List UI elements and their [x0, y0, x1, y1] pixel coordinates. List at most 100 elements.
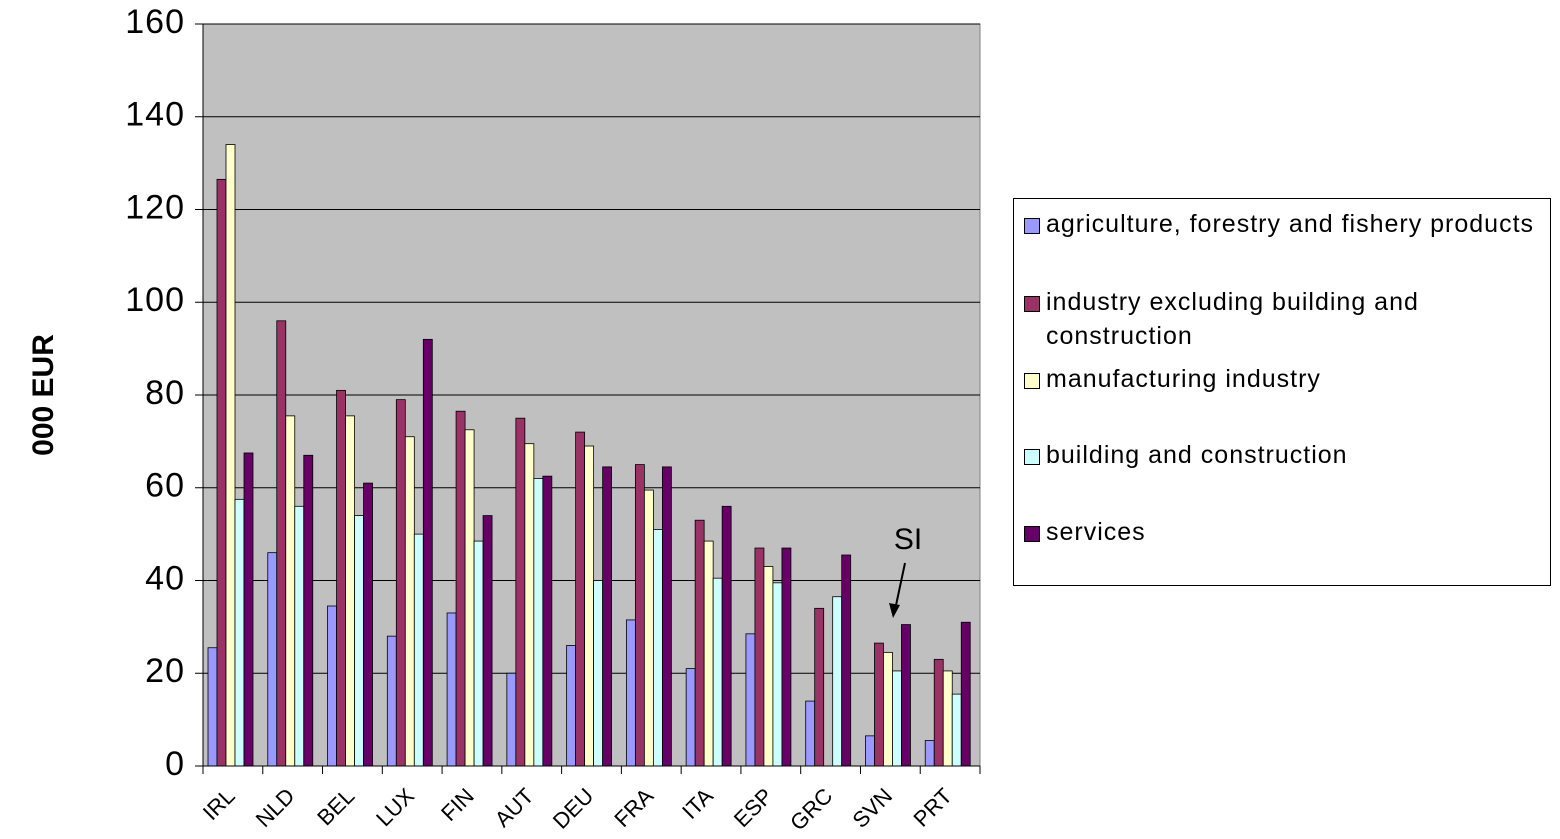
- x-tick-label: ITA: [677, 783, 718, 824]
- bar: [754, 547, 765, 767]
- y-axis-label: 000 EUR: [27, 334, 60, 456]
- y-tick-label: 40: [145, 559, 185, 597]
- bar: [865, 735, 875, 767]
- bar: [745, 633, 756, 767]
- legend: agriculture, forestry and fishery produc…: [1013, 198, 1551, 586]
- bar: [464, 429, 475, 767]
- y-tick-label: 80: [145, 374, 185, 412]
- bar: [781, 547, 792, 767]
- bar: [625, 619, 636, 767]
- x-tick-label: PRT: [908, 783, 957, 832]
- y-tick-label: 120: [125, 188, 185, 226]
- legend-label: building and construction: [1046, 441, 1348, 469]
- bar: [345, 415, 355, 767]
- legend-item: manufacturing industry: [1024, 362, 1560, 396]
- bar: [303, 454, 314, 767]
- bar: [446, 612, 457, 767]
- bar: [593, 580, 604, 767]
- bar: [225, 144, 236, 767]
- y-tick-label: 140: [125, 96, 185, 134]
- bar: [515, 417, 526, 767]
- legend-item: industry excluding building and construc…: [1024, 285, 1560, 353]
- y-tick-label: 160: [125, 3, 185, 41]
- bar: [772, 582, 783, 767]
- bar: [294, 505, 305, 767]
- bar: [354, 515, 364, 767]
- bar: [386, 635, 397, 767]
- bar: [455, 410, 466, 767]
- x-tick-label: SVN: [848, 783, 898, 833]
- y-tick-label: 100: [125, 281, 185, 319]
- bar: [395, 399, 406, 767]
- bar: [643, 489, 654, 767]
- bar: [566, 645, 577, 767]
- bar: [685, 668, 696, 767]
- bar: [933, 658, 944, 767]
- legend-item: services: [1024, 515, 1560, 549]
- bar: [336, 389, 346, 767]
- bar: [533, 478, 544, 767]
- bar: [841, 554, 852, 767]
- annotation-arrow: [894, 562, 906, 611]
- y-tick-label: 60: [145, 467, 185, 505]
- bar: [575, 431, 586, 767]
- bar: [234, 498, 245, 767]
- bar: [482, 515, 493, 767]
- bar: [712, 577, 723, 767]
- bar: [901, 624, 911, 767]
- bar: [363, 482, 373, 767]
- legend-swatch: [1024, 449, 1040, 465]
- legend-label: agriculture, forestry and fishery produc…: [1046, 210, 1535, 238]
- legend-swatch: [1024, 218, 1040, 234]
- x-tick-label: BEL: [312, 783, 359, 830]
- bar: [542, 475, 553, 767]
- bar: [506, 672, 517, 767]
- bar: [422, 338, 433, 767]
- bar: [814, 607, 825, 767]
- legend-label: services: [1046, 518, 1146, 546]
- bar: [951, 693, 962, 767]
- bar: [413, 533, 424, 767]
- bar: [721, 505, 732, 767]
- bar: [661, 466, 672, 767]
- bar: [703, 540, 714, 767]
- x-tick-label: DEU: [548, 783, 599, 834]
- legend-item: agriculture, forestry and fishery produc…: [1024, 207, 1560, 241]
- bar: [805, 700, 816, 767]
- bar: [216, 178, 227, 767]
- x-tick-label: FIN: [436, 783, 479, 826]
- bar: [634, 464, 645, 767]
- bar: [584, 445, 595, 767]
- bar: [285, 415, 296, 767]
- legend-swatch: [1024, 526, 1040, 542]
- bar: [404, 436, 415, 767]
- legend-swatch: [1024, 373, 1040, 389]
- x-tick-label: IRL: [198, 783, 240, 825]
- bar: [832, 596, 843, 767]
- bar: [942, 670, 953, 767]
- legend-item: building and construction: [1024, 438, 1560, 472]
- bar: [207, 647, 218, 767]
- bar: [652, 529, 663, 767]
- bar: [874, 642, 884, 767]
- y-tick-label: 0: [165, 745, 185, 783]
- bar: [276, 320, 287, 767]
- x-tick-label: GRC: [785, 783, 837, 835]
- annotation-arrowhead: [889, 603, 900, 618]
- y-tick-label: 20: [145, 652, 185, 690]
- bar: [892, 670, 902, 767]
- legend-label: industry excluding building and construc…: [1046, 288, 1419, 350]
- bar: [694, 519, 705, 767]
- x-tick-label: NLD: [251, 783, 300, 832]
- bar: [602, 466, 613, 767]
- x-tick-label: AUT: [490, 783, 539, 832]
- bar: [327, 605, 337, 767]
- legend-swatch: [1024, 296, 1040, 312]
- legend-label: manufacturing industry: [1046, 365, 1321, 393]
- x-tick-label: FRA: [609, 783, 658, 832]
- bar: [267, 552, 278, 767]
- bar: [243, 452, 254, 767]
- bar: [763, 566, 774, 767]
